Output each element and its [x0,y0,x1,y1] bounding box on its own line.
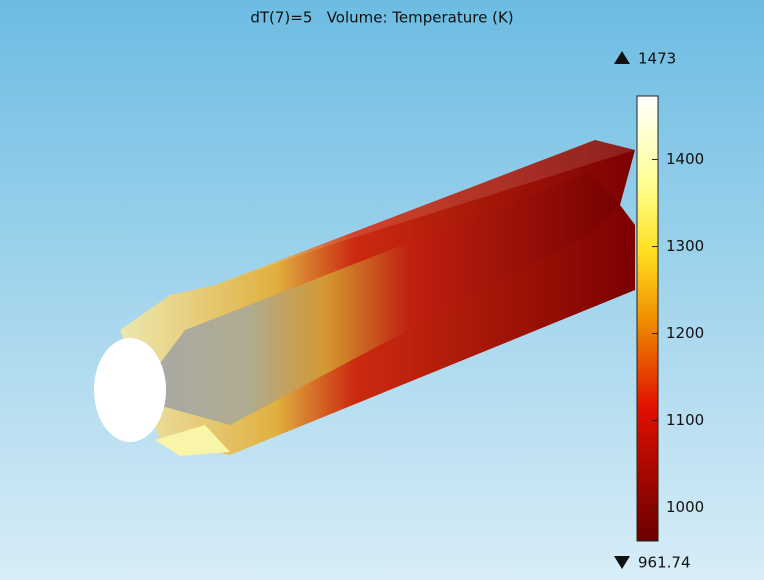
colorbar-tick-label: 1200 [666,324,704,342]
colorbar-tick-label: 1000 [666,498,704,516]
colorbar-tick-label: 1400 [666,150,704,168]
plot-title: dT(7)=5 Volume: Temperature (K) [250,9,513,27]
colorbar [637,96,658,541]
colorbar-tick-label: 1300 [666,237,704,255]
colorbar-tick-label: 1100 [666,411,704,429]
colorbar-max: 1473 [638,50,676,68]
colorbar-min: 961.74 [638,554,691,572]
plot-view: dT(7)=5 Volume: Temperature (K) 1473 961… [0,0,764,580]
